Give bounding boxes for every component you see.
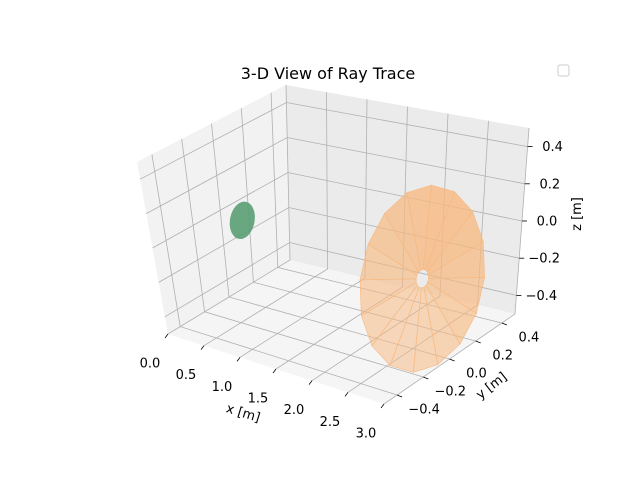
x-tick (164, 333, 169, 339)
y-tick-label: 0.4 (519, 331, 540, 346)
x-tick-label: 2.0 (284, 403, 305, 418)
annulus-segment (428, 241, 485, 279)
pane-left (137, 85, 290, 334)
axes: 0.0 0.5 1.0 1.5 2.0 2.5 3.0 −0.4 −0.2 0.0 0.2 0.4 −0… (140, 140, 585, 441)
gridline-z (139, 102, 528, 180)
x-tick-label: 1.5 (248, 392, 269, 407)
gridline-y (151, 154, 398, 396)
y-tick-label: −0.2 (435, 385, 467, 400)
gridline-x (383, 127, 530, 405)
x-tick (272, 368, 277, 374)
surfaces (229, 184, 485, 373)
x-tick (344, 392, 349, 397)
gridline-y (181, 138, 424, 378)
x-tick (380, 403, 385, 409)
x-tick (236, 357, 241, 362)
gridline-z (146, 137, 525, 214)
z-axis-label: z [m] (570, 197, 585, 231)
z-tick-label: 0.2 (539, 177, 560, 192)
z-tick-label: −0.2 (528, 252, 560, 267)
x-tick-label: 3.0 (356, 427, 377, 442)
z-tick-label: −0.4 (526, 289, 558, 304)
legend-box (557, 64, 570, 77)
y-tick (423, 376, 429, 380)
x-tick-label: 1.0 (212, 380, 233, 395)
gridline-x (167, 84, 291, 335)
chart-title: 3-D View of Ray Trace (241, 64, 416, 83)
y-tick (501, 322, 508, 326)
disk-surface (229, 201, 255, 239)
y-tick (449, 358, 455, 362)
x-tick (200, 345, 205, 350)
y-tick (396, 394, 403, 398)
y-tick-label: −0.4 (408, 403, 440, 418)
y-tick-label: 0.2 (492, 349, 513, 364)
z-tick-label: 0.4 (542, 140, 563, 155)
z-tick-label: 0.0 (537, 215, 558, 230)
gridline-x (203, 92, 328, 347)
y-tick-label: 0.0 (466, 367, 487, 382)
x-tick-label: 0.0 (140, 357, 161, 372)
x-tick-label: 0.5 (176, 368, 197, 383)
x-tick (308, 380, 313, 385)
x-tick-label: 2.5 (320, 415, 341, 430)
y-tick (475, 340, 481, 344)
